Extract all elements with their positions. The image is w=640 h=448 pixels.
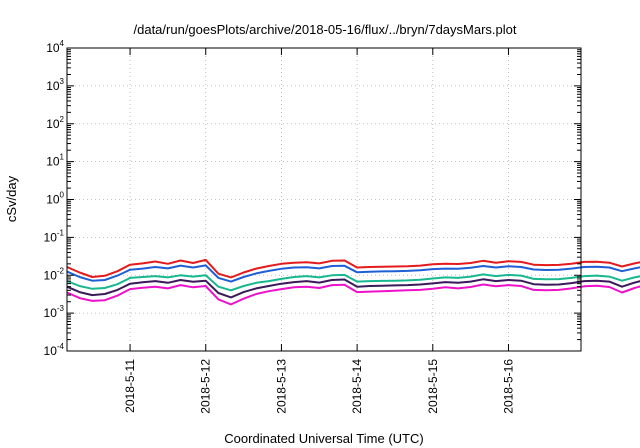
y-tick-label: 102 <box>46 115 64 131</box>
y-tick-label: 10-4 <box>44 342 65 358</box>
series-line-1 <box>66 258 640 279</box>
chart-title: /data/run/goesPlots/archive/2018-05-16/f… <box>134 22 517 37</box>
x-axis-label: Coordinated Universal Time (UTC) <box>224 431 423 446</box>
y-tick-label: 10-2 <box>44 266 65 282</box>
x-tick-label: 2018-5-11 <box>123 359 137 413</box>
x-tick-label: 2018-5-13 <box>274 359 288 414</box>
y-tick-label: 10-1 <box>44 228 65 244</box>
grid-lines <box>67 48 581 351</box>
y-axis-label: cSv/day <box>4 175 19 222</box>
series-layer <box>66 258 640 306</box>
y-tick-label: 101 <box>46 153 64 169</box>
axis-ticks <box>67 47 581 352</box>
x-tick-label: 2018-5-15 <box>426 359 440 414</box>
series-line-2 <box>66 264 640 283</box>
x-tick-label: 2018-5-14 <box>350 359 364 414</box>
series-line-5 <box>66 283 640 306</box>
y-tick-labels: 10-4 10-3 10-2 10-1 100 101 102 103 104 <box>44 39 65 358</box>
y-tick-label: 104 <box>46 39 64 55</box>
x-tick-label: 2018-5-12 <box>199 359 213 414</box>
series-line-4 <box>66 278 640 299</box>
y-tick-label: 10-3 <box>44 304 65 320</box>
x-tick-labels: 2018-5-11 2018-5-12 2018-5-13 2018-5-14 2018… <box>123 359 515 414</box>
x-tick-label: 2018-5-16 <box>501 359 515 414</box>
y-tick-label: 103 <box>46 77 64 93</box>
y-tick-label: 100 <box>46 191 64 207</box>
series-line-3 <box>66 273 640 292</box>
